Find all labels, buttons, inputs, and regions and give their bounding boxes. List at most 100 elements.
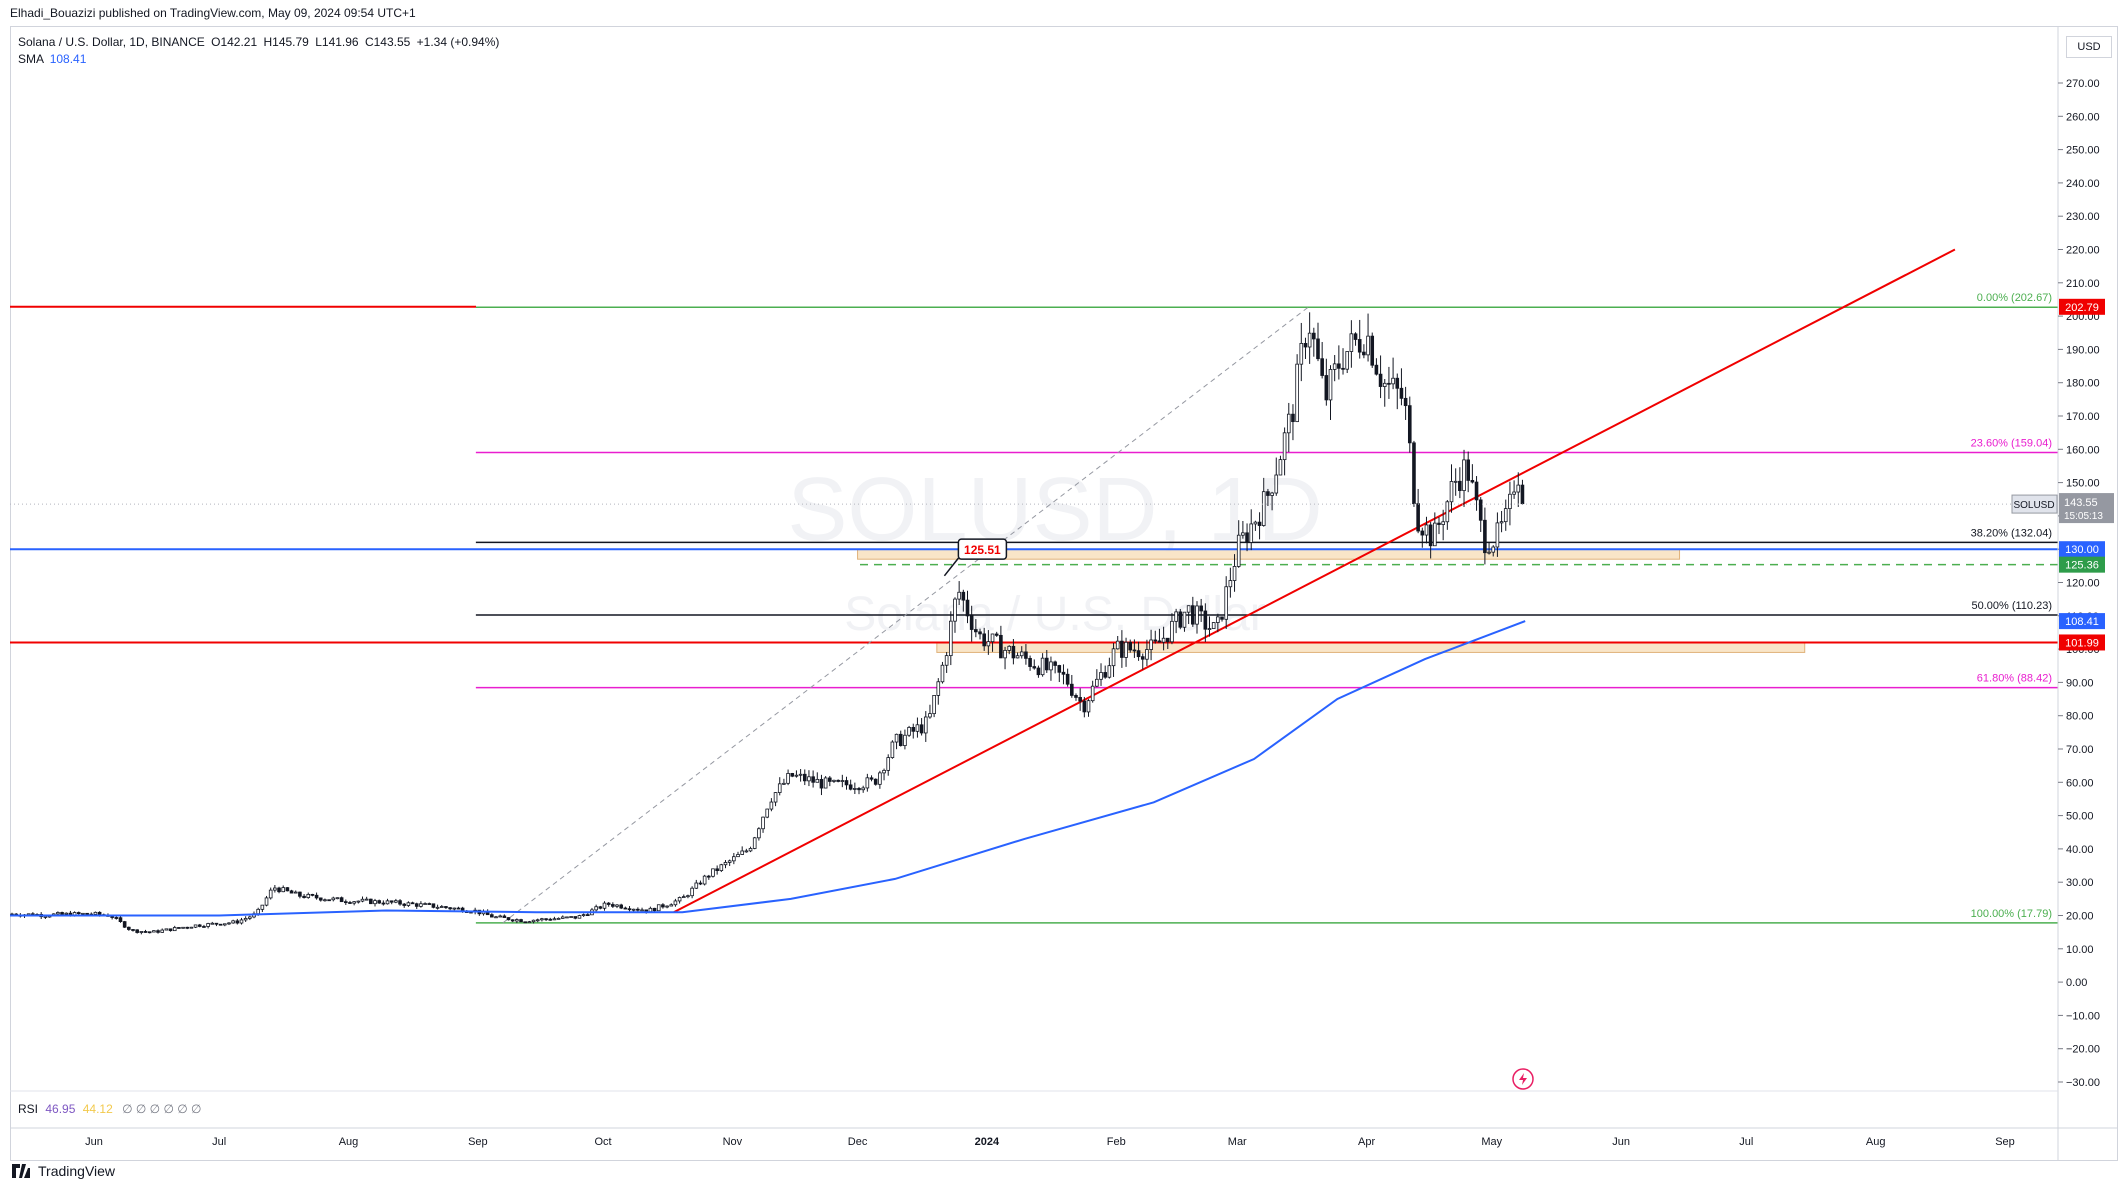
candle-body xyxy=(1186,605,1191,613)
time-tick-label: Mar xyxy=(1228,1136,1247,1148)
candle-body xyxy=(277,887,281,893)
candle-body xyxy=(444,906,448,909)
candle-body xyxy=(702,875,707,885)
candle-body xyxy=(698,882,703,885)
price-tag-label: 101.99 xyxy=(2065,637,2099,649)
candle-body xyxy=(76,912,81,915)
candle-body xyxy=(1420,530,1425,536)
candle-body xyxy=(1161,637,1166,643)
symbol-label[interactable]: Solana / U.S. Dollar, 1D, BINANCE xyxy=(18,35,205,49)
candle-body xyxy=(1403,397,1408,407)
candle-body xyxy=(878,772,882,785)
candle-body xyxy=(218,923,223,926)
candle-body xyxy=(548,918,553,921)
candle-body xyxy=(97,911,102,916)
candle-body xyxy=(1487,551,1491,554)
sma-label[interactable]: SMA xyxy=(18,52,44,66)
candle-body xyxy=(1491,546,1496,553)
candle-body xyxy=(744,850,749,853)
candle-body xyxy=(1387,382,1391,385)
flash-icon[interactable] xyxy=(1512,1068,1534,1090)
candle-body xyxy=(147,931,152,934)
candle-body xyxy=(911,727,916,732)
candle-body xyxy=(1074,695,1078,698)
candle-body xyxy=(631,908,636,911)
candle-body xyxy=(360,898,365,902)
candle-body xyxy=(1424,524,1429,536)
candle-body xyxy=(394,900,398,903)
price-tick-label: 270.00 xyxy=(2066,78,2100,90)
currency-button[interactable]: USD xyxy=(2066,36,2112,58)
candle-body xyxy=(1291,413,1295,423)
fib-retracement[interactable]: 0.00% (202.67) 23.60% (159.04) 38.20% (132… xyxy=(475,292,2058,924)
candle-body xyxy=(1428,524,1433,547)
candle-body xyxy=(1282,432,1287,461)
low-label: L xyxy=(315,35,322,49)
candle-body xyxy=(439,906,444,908)
candle-body xyxy=(1345,351,1349,370)
time-axis[interactable]: Jun Jul Aug Sep Oct Nov Dec 2024 Feb Mar Apr May Jun… xyxy=(85,1136,2015,1148)
candle-body xyxy=(298,891,302,897)
candle-body xyxy=(93,911,98,915)
candle-body xyxy=(1357,339,1362,353)
price-tick-label: 70.00 xyxy=(2066,744,2094,756)
candle-body xyxy=(243,918,248,921)
time-tick-label: Feb xyxy=(1107,1136,1126,1148)
price-tick-label: −10.00 xyxy=(2066,1010,2100,1022)
candle-body xyxy=(281,887,286,893)
candle-body xyxy=(339,897,344,903)
price-tag-bg xyxy=(2059,634,2105,651)
price-tick-label: −30.00 xyxy=(2066,1077,2100,1089)
candle-body xyxy=(961,591,966,601)
candle-body xyxy=(1320,358,1324,376)
candle-body xyxy=(1362,351,1366,356)
candle-body xyxy=(940,664,945,683)
candle-body xyxy=(1241,532,1245,536)
open-label: O xyxy=(211,35,221,49)
candle-body xyxy=(802,773,807,782)
candle-body xyxy=(64,912,69,915)
price-axis[interactable]: 270.00 260.00 250.00 240.00 230.00 220.00 210.… xyxy=(2058,78,2100,1089)
price-tick-label: 150.00 xyxy=(2066,478,2100,490)
candle-body xyxy=(423,903,427,905)
last-price-tag-bg xyxy=(2059,493,2114,524)
candle-body xyxy=(1266,491,1270,496)
candle-body xyxy=(1057,665,1062,673)
candle-body xyxy=(156,930,160,933)
candle-body xyxy=(953,598,957,622)
candle-body xyxy=(748,848,753,852)
price-chart[interactable]: SOLUSD, 1D Solana / U.S. Dollar 0.00% (2… xyxy=(0,0,2128,1160)
candle-body xyxy=(1449,481,1454,503)
fib-anchor-line xyxy=(502,306,1309,924)
drawings[interactable] xyxy=(502,248,1956,924)
candle-body xyxy=(782,782,786,785)
rsi-label[interactable]: RSI xyxy=(18,1102,39,1116)
time-tick-label: 2024 xyxy=(975,1136,1000,1148)
candle-body xyxy=(519,919,523,923)
price-tick-label: 180.00 xyxy=(2066,378,2100,390)
candle-body xyxy=(498,915,502,918)
candle-body xyxy=(314,894,319,899)
candle-body xyxy=(1407,405,1412,444)
rsi-ma-value: 44.12 xyxy=(82,1102,113,1116)
candle-body xyxy=(164,928,169,931)
price-callout[interactable]: 125.51 xyxy=(943,538,1008,577)
candle-body xyxy=(256,908,260,915)
candle-body xyxy=(957,591,961,600)
candle-body xyxy=(677,897,682,902)
candle-body xyxy=(364,898,369,901)
candle-body xyxy=(114,917,119,919)
candle-body xyxy=(1191,605,1195,625)
candle-body xyxy=(819,778,824,789)
candle-body xyxy=(811,776,815,783)
candle-body xyxy=(1124,641,1128,658)
candle-body xyxy=(652,907,657,912)
price-tag-label: 202.79 xyxy=(2065,302,2099,314)
candle-body xyxy=(627,908,632,911)
candle-body xyxy=(1433,522,1437,547)
candle-body xyxy=(193,924,198,928)
candle-body xyxy=(732,856,736,862)
time-tick-label: Dec xyxy=(848,1136,868,1148)
candle-body xyxy=(1103,672,1107,678)
candle-body xyxy=(1478,499,1483,521)
